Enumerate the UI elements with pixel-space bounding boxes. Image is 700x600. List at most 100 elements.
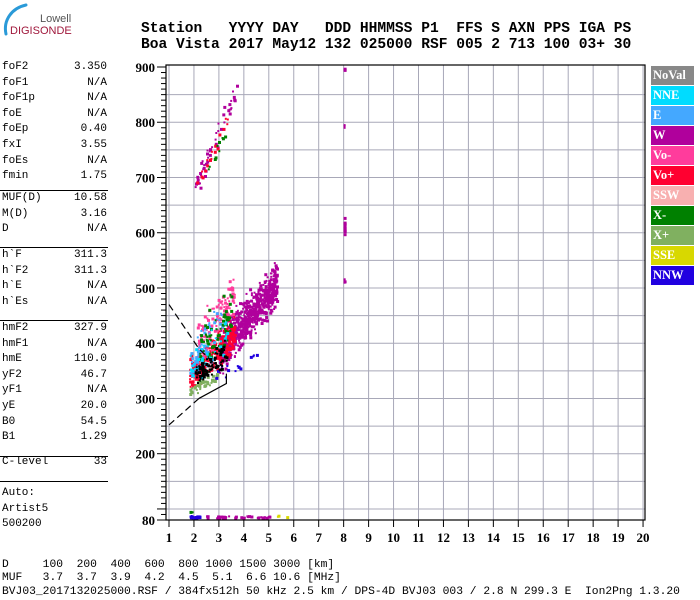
echo-point-trace [222,347,225,350]
echo-point-w [233,99,237,103]
echo-point-vo [206,359,210,363]
echo-point-trace [206,372,209,375]
echo-point-vo [218,330,221,333]
param-label: foF2 [2,61,29,73]
echo-point-vo [189,378,192,381]
echo-point-vo [229,341,232,344]
echo-point-w [246,304,249,307]
echo-point-x [206,339,210,343]
echo-point-x [224,329,228,333]
echo-point-w [222,372,225,375]
echo-point-w [248,305,251,308]
legend-item-noval: NoVal [651,66,694,85]
param-value: N/A [87,76,107,89]
echo-point-x [213,158,217,161]
echo-point-nne [202,344,205,347]
echo-point-nnw [196,515,199,518]
echo-point-x [204,333,207,336]
echo-point-x [223,315,227,319]
echo-point-e [220,314,223,317]
echo-point-w [242,330,246,334]
echo-point-vo [213,329,217,333]
echo-point-w [266,298,268,301]
echo-point-vo [225,301,227,304]
echo-point-vo [231,345,235,348]
echo-point-w [343,216,347,220]
echo-point-w [235,328,239,332]
echo-point-vo [189,358,193,362]
echo-point-vo [214,363,217,366]
echo-point-vo [204,353,207,356]
echo-point-vo [229,335,233,339]
echo-point-w [261,322,263,325]
echo-point-w [240,322,243,325]
echo-point-w [273,262,276,265]
echo-point-w [272,285,276,288]
header-value-10: 03+ [578,37,606,53]
echo-point-vo [233,293,236,296]
echo-point-w [270,275,273,278]
echo-point-w [214,142,218,146]
echo-point-w [272,287,274,290]
param-label: hmF1 [2,337,29,350]
echo-point-vo [225,344,229,348]
param-b1: B1 1.29 [2,430,107,444]
echo-point-w [254,332,257,335]
y-tick-label: 600 [136,226,156,241]
echo-point-trace [209,365,212,368]
echo-point-nne [193,368,196,371]
echo-point-w [249,318,253,322]
echo-point-w [268,279,272,283]
echo-point-trace [198,374,202,378]
legend-item-x: X+ [651,226,694,245]
x-tick-label: 11 [412,530,424,545]
echo-point-trace [208,370,211,373]
echo-point-vo [226,118,229,121]
echo-point-nnw [234,370,237,373]
echo-point-nne [222,353,226,357]
echo-point-x [216,373,219,377]
echo-point-w [268,515,270,518]
echo-point-trace [215,346,219,350]
echo-point-w [252,295,256,299]
echo-point-e [191,357,195,361]
param-value: N/A [87,107,107,120]
param-label: yF1 [2,384,22,397]
echo-point-w [264,298,267,301]
echo-point-e [220,312,222,315]
echo-point-x [199,388,202,391]
echo-point-w [271,288,274,291]
y-tick-label: 300 [136,391,156,406]
param-label: foF1p [2,92,36,105]
param-mufd: MUF(D) 10.58 [2,191,107,205]
echo-point-w [343,221,347,225]
echo-point-w [264,312,268,316]
param-value: N/A [87,295,107,308]
echo-point-x [193,386,197,390]
echo-point-x [222,319,225,323]
echo-point-w [241,322,245,326]
x-tick-label: 10 [387,530,400,545]
echo-point-vo [215,325,218,327]
echo-point-w [223,105,227,109]
echo-point-x [198,384,202,387]
echo-point-trace [201,371,205,375]
echo-point-nne [200,376,204,379]
echo-point-nne [200,348,203,351]
echo-point-w [219,335,223,339]
echo-point-trace [209,368,212,371]
header-label-11: PS [613,21,632,37]
echo-point-w [262,516,266,520]
echo-point-trace [219,363,222,366]
echo-point-x [199,355,203,359]
echo-point-w [257,303,261,307]
echo-point-x [206,380,209,383]
echo-point-vo [223,335,227,339]
echo-point-vo [200,324,203,327]
echo-point-trace [211,363,214,366]
echo-point-x [204,381,207,384]
echo-point-nnw [239,367,243,371]
echo-point-w [267,287,271,291]
echo-point-vo [233,301,236,304]
echo-point-nnw [249,355,253,359]
